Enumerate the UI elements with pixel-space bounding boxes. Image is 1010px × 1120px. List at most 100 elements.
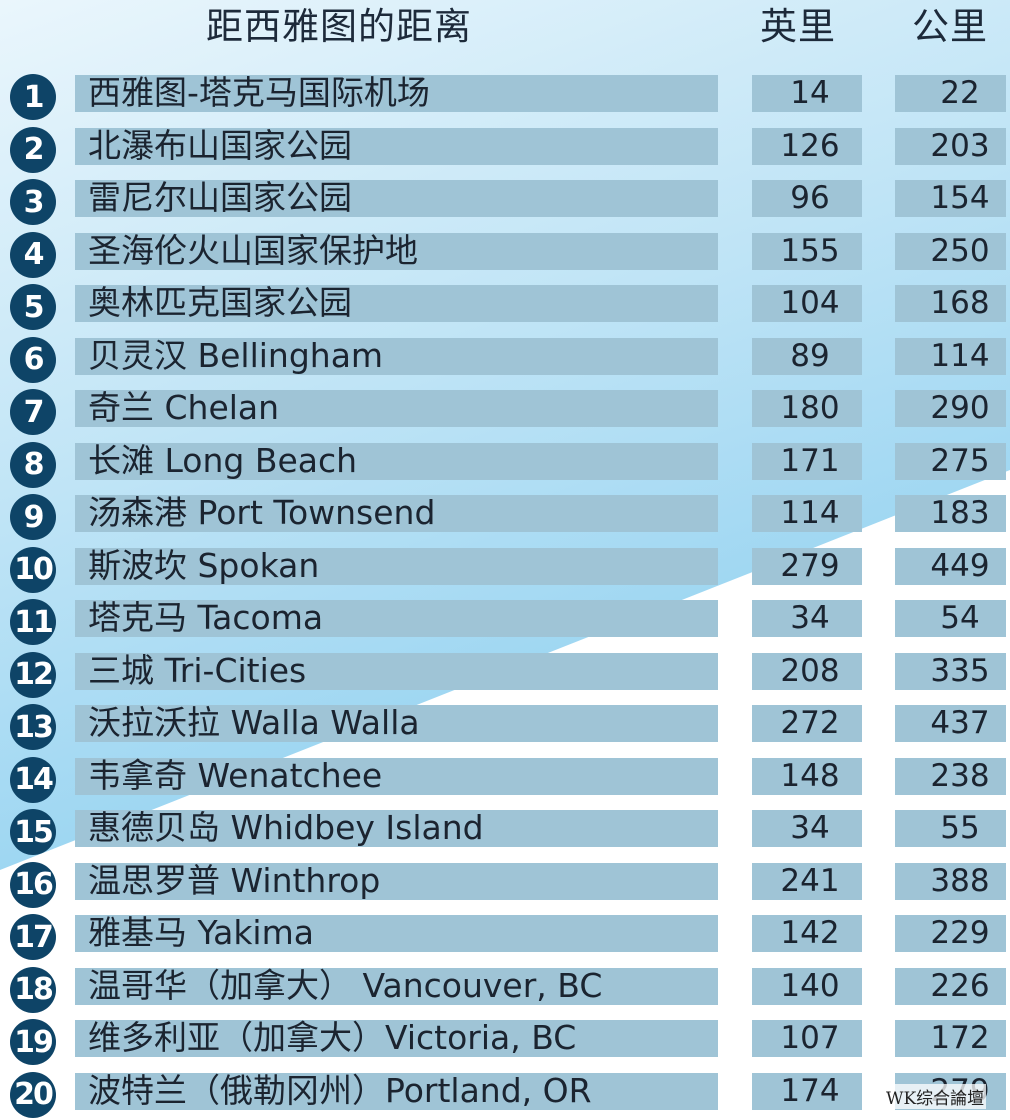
row-number-badge: 3 bbox=[10, 179, 56, 225]
destination-name: 圣海伦火山国家保护地 bbox=[88, 230, 418, 270]
table-row: 14 韦拿奇 Wenatchee 148 238 bbox=[0, 753, 1010, 806]
km-value: 290 bbox=[930, 390, 990, 426]
km-bar bbox=[895, 442, 1006, 480]
destination-name: 韦拿奇 Wenatchee bbox=[88, 755, 383, 795]
miles-bar bbox=[752, 495, 862, 532]
row-number-badge: 5 bbox=[10, 284, 56, 330]
destination-name: 雅基马 Yakima bbox=[88, 913, 314, 952]
table-row: 8 长滩 Long Beach 171 275 bbox=[0, 438, 1010, 491]
row-number-badge: 6 bbox=[10, 336, 56, 383]
destination-name: 长滩 Long Beach bbox=[88, 440, 358, 480]
row-number-badge: 7 bbox=[10, 389, 56, 435]
name-bar bbox=[75, 1072, 718, 1110]
destination-name: 雷尼尔山国家公园 bbox=[88, 178, 352, 217]
row-number-badge: 12 bbox=[10, 651, 56, 698]
table-row: 2 北瀑布山国家公园 126 203 bbox=[0, 123, 1010, 176]
table-row: 11 塔克马 Tacoma 34 54 bbox=[0, 595, 1010, 648]
km-value: 172 bbox=[930, 1020, 990, 1056]
table-header: 距西雅图的距离 英里 公里 bbox=[0, 0, 1010, 60]
km-bar bbox=[895, 285, 1006, 322]
km-bar bbox=[895, 495, 1006, 532]
miles-bar bbox=[752, 442, 862, 480]
header-miles: 英里 bbox=[760, 5, 836, 48]
table-row: 9 汤森港 Port Townsend 114 183 bbox=[0, 490, 1010, 543]
destination-name: 温哥华（加拿大） Vancouver, BC bbox=[88, 965, 603, 1005]
destination-name: 温思罗普 Winthrop bbox=[88, 860, 381, 900]
table-row: 3 雷尼尔山国家公园 96 154 bbox=[0, 175, 1010, 228]
miles-value: 114 bbox=[780, 495, 840, 531]
km-bar bbox=[895, 337, 1006, 375]
km-value: 183 bbox=[930, 495, 990, 531]
km-value: 229 bbox=[930, 915, 990, 951]
miles-bar bbox=[752, 180, 862, 217]
miles-bar bbox=[752, 337, 862, 375]
miles-bar bbox=[752, 232, 862, 270]
miles-value: 148 bbox=[780, 757, 840, 794]
watermark: WK综合論壇 bbox=[884, 1084, 987, 1109]
km-bar bbox=[895, 232, 1006, 270]
name-bar bbox=[75, 495, 718, 532]
km-bar bbox=[895, 1020, 1006, 1057]
table-row: 10 斯波坎 Spokan 279 449 bbox=[0, 543, 1010, 596]
name-bar bbox=[75, 1020, 718, 1057]
row-number-badge: 18 bbox=[10, 966, 56, 1013]
miles-value: 241 bbox=[780, 862, 840, 899]
km-value: 437 bbox=[930, 705, 990, 741]
km-bar bbox=[895, 705, 1006, 742]
destination-name: 北瀑布山国家公园 bbox=[88, 125, 352, 165]
km-bar bbox=[895, 547, 1006, 585]
destination-name: 斯波坎 Spokan bbox=[88, 545, 320, 585]
row-number-badge: 10 bbox=[10, 546, 56, 593]
row-number-badge: 2 bbox=[10, 126, 56, 173]
row-number-badge: 8 bbox=[10, 441, 56, 488]
miles-value: 107 bbox=[780, 1020, 840, 1056]
km-value: 168 bbox=[930, 285, 990, 321]
name-bar bbox=[75, 180, 718, 217]
miles-bar bbox=[752, 652, 862, 690]
miles-value: 155 bbox=[780, 232, 840, 269]
header-km: 公里 bbox=[912, 5, 988, 48]
km-bar bbox=[895, 757, 1006, 795]
miles-value: 34 bbox=[790, 600, 830, 636]
row-number-badge: 17 bbox=[10, 914, 56, 960]
destination-name: 三城 Tri-Cities bbox=[88, 650, 307, 690]
km-value: 22 bbox=[940, 75, 980, 111]
destination-name: 塔克马 Tacoma bbox=[88, 598, 324, 637]
miles-value: 171 bbox=[780, 442, 840, 479]
km-bar bbox=[895, 600, 1006, 637]
destination-name: 汤森港 Port Townsend bbox=[88, 493, 436, 532]
name-bar bbox=[75, 915, 718, 952]
destination-name: 西雅图-塔克马国际机场 bbox=[88, 73, 430, 112]
km-bar bbox=[895, 390, 1006, 427]
name-bar bbox=[75, 390, 718, 427]
km-value: 275 bbox=[930, 442, 990, 479]
row-number-badge: 4 bbox=[10, 231, 56, 278]
name-bar bbox=[75, 75, 718, 112]
table-row: 13 沃拉沃拉 Walla Walla 272 437 bbox=[0, 700, 1010, 753]
header-title: 距西雅图的距离 bbox=[206, 5, 472, 48]
table-row: 18 温哥华（加拿大） Vancouver, BC 140 226 bbox=[0, 963, 1010, 1016]
km-bar bbox=[895, 967, 1006, 1005]
km-value: 55 bbox=[940, 810, 980, 846]
km-value: 335 bbox=[930, 652, 990, 689]
name-bar bbox=[75, 442, 718, 480]
miles-value: 89 bbox=[790, 337, 830, 374]
row-number-badge: 19 bbox=[10, 1019, 56, 1065]
km-value: 238 bbox=[930, 757, 990, 794]
table-row: 6 贝灵汉 Bellingham 89 114 bbox=[0, 333, 1010, 386]
destination-name: 维多利亚（加拿大）Victoria, BC bbox=[88, 1018, 577, 1057]
destination-name: 波特兰（俄勒冈州）Portland, OR bbox=[88, 1070, 592, 1110]
km-bar bbox=[895, 75, 1006, 112]
name-bar bbox=[75, 705, 718, 742]
miles-value: 126 bbox=[780, 127, 840, 164]
miles-value: 279 bbox=[780, 547, 840, 584]
table-row: 16 温思罗普 Winthrop 241 388 bbox=[0, 858, 1010, 911]
km-value: 154 bbox=[930, 180, 990, 216]
miles-value: 140 bbox=[780, 967, 840, 1004]
row-number-badge: 13 bbox=[10, 704, 56, 750]
km-bar bbox=[895, 862, 1006, 900]
table-row: 4 圣海伦火山国家保护地 155 250 bbox=[0, 228, 1010, 281]
miles-value: 142 bbox=[780, 915, 840, 951]
table-row: 19 维多利亚（加拿大）Victoria, BC 107 172 bbox=[0, 1015, 1010, 1068]
destination-name: 惠德贝岛 Whidbey Island bbox=[88, 808, 484, 847]
